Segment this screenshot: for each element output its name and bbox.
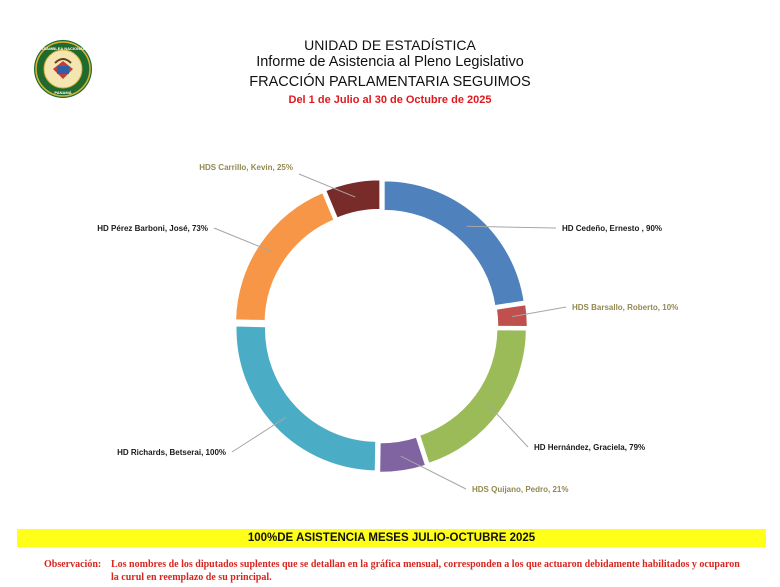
slice-label: HDS Barsallo, Roberto, 10% [572,303,678,312]
leader-line [231,416,287,453]
leader-line [298,173,356,198]
slice-label: HD Cedeño, Ernesto , 90% [562,224,662,233]
report-title: Informe de Asistencia al Pleno Legislati… [256,54,524,70]
doughnut-slice [495,303,529,328]
slice-label: HD Pérez Barboni, José, 73% [97,224,208,233]
seal-text-top: ASAMBLEA NACIONAL [41,46,86,51]
fraction-title: FRACCIÓN PARLAMENTARIA SEGUIMOS [249,74,531,90]
attendance-doughnut-chart: HD Cedeño, Ernesto , 90% HDS Barsallo, Ro… [97,163,678,494]
seal-text-bottom: PANAMÁ [54,90,71,95]
leader-line [213,227,273,253]
leader-line [466,225,557,229]
assembly-seal-logo: ASAMBLEA NACIONAL PANAMÁ [34,40,92,98]
slice-label: HDS Carrillo, Kevin, 25% [199,163,293,172]
doughnut-slice [383,179,526,307]
doughnut-slice [378,435,427,474]
doughnut-slice [324,178,381,220]
leader-line [486,403,529,448]
observation-label: Observación: [44,559,102,570]
slice-label: HD Hernández, Graciela, 79% [534,443,645,452]
leader-line [512,306,567,318]
observation-text: Los nombres de los diputados suplentes q… [111,559,740,583]
doughnut-slice [234,191,336,322]
date-range: Del 1 de Julio al 30 de Octubre de 2025 [288,94,492,106]
leader-line [400,455,467,490]
slice-label: HD Richards, Betserai, 100% [117,448,226,457]
slice-label: HDS Quijano, Pedro, 21% [472,485,568,494]
attendance-banner: 100%DE ASISTENCIA MESES JULIO-OCTUBRE 20… [17,529,766,547]
doughnut-slice [418,328,528,465]
unit-title: UNIDAD DE ESTADÍSTICA [304,37,476,53]
doughnut-slice [235,324,377,472]
